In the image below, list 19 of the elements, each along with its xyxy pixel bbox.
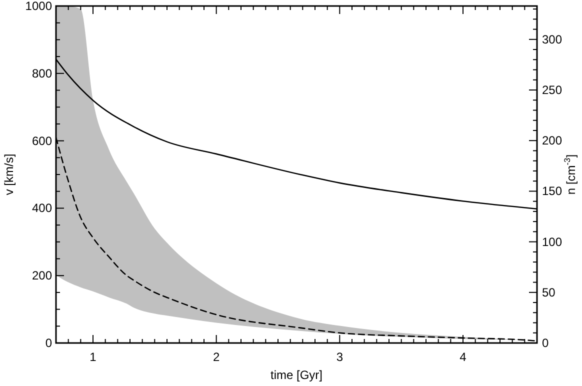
y-tick-label: 200 <box>32 268 52 283</box>
y-tick-label: 400 <box>32 201 52 216</box>
y2-tick-label: 50 <box>542 285 556 300</box>
y2-tick-label: 0 <box>542 336 549 350</box>
y2-tick-label: 300 <box>542 32 562 46</box>
x-tick-label: 2 <box>212 350 220 364</box>
y-tick-label: 0 <box>45 336 52 350</box>
y-axis-title: v [km/s] <box>2 154 16 196</box>
y-tick-label: 600 <box>32 134 52 148</box>
x-tick-label: 1 <box>90 350 97 364</box>
y2-tick-label: 100 <box>542 234 562 249</box>
y2-tick-label: 150 <box>542 184 562 198</box>
y-tick-label: 1000 <box>25 0 52 13</box>
y2-tick-label: 250 <box>542 82 562 97</box>
y2-tick-label: 200 <box>542 134 562 148</box>
x-tick-label: 3 <box>336 350 344 364</box>
x-tick-label: 4 <box>460 350 467 364</box>
y-tick-label: 800 <box>32 66 52 80</box>
x-axis-title: time [Gyr] <box>270 368 323 382</box>
